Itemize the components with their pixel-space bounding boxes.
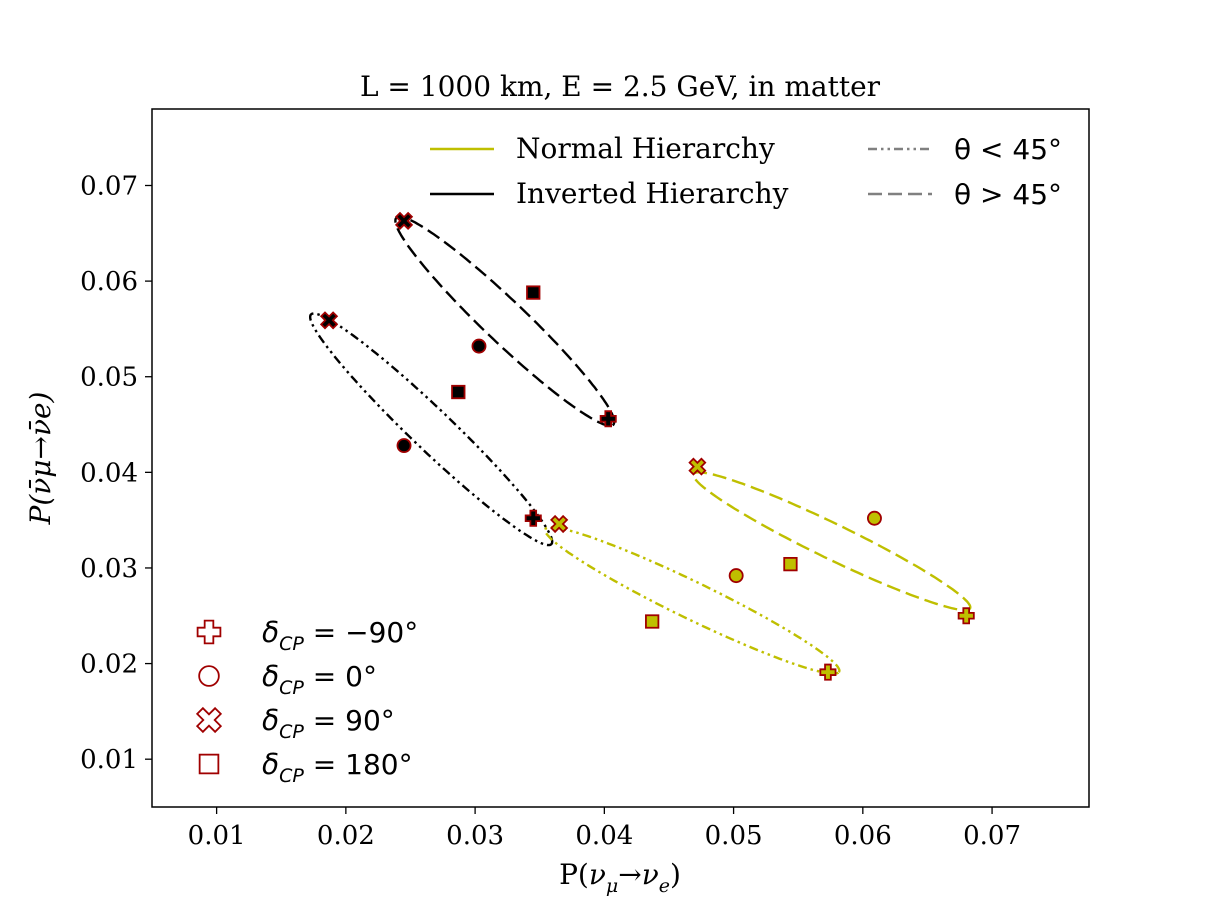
x-label-end: ) (670, 858, 681, 891)
y-tick-label: 0.07 (80, 171, 138, 201)
legend-theta: θ < 45° θ > 45° (868, 133, 1062, 211)
normal-hierarchy-curve (543, 526, 841, 675)
legend-hierarchy-label: Inverted Hierarchy (516, 177, 789, 210)
plus-marker (599, 410, 617, 428)
plot-frame (151, 108, 1090, 808)
plus-marker (957, 607, 975, 625)
x-tick-label: 0.04 (575, 821, 633, 851)
legend-hierarchy: Normal Hierarchy Inverted Hierarchy (430, 132, 789, 210)
x-label-sub2: e (659, 875, 670, 897)
legend-delta-label: δCP = −90° (262, 616, 418, 655)
x-label-nu2: ν (642, 858, 659, 891)
legend-hierarchy-label: Normal Hierarchy (516, 132, 775, 165)
legend-circle-marker (198, 665, 220, 687)
normal-hierarchy-curve (692, 471, 972, 612)
legend-plus-marker (196, 619, 222, 645)
x-tick-label: 0.06 (834, 821, 892, 851)
legend-delta-label: δCP = 90° (262, 704, 395, 743)
x-tick-label: 0.07 (963, 821, 1021, 851)
x-tick-label: 0.03 (446, 821, 504, 851)
y-tick-label: 0.03 (80, 554, 138, 584)
circle-marker (396, 438, 412, 454)
chart-title: L = 1000 km, E = 2.5 GeV, in matter (360, 70, 881, 103)
y-tick-label: 0.05 (80, 363, 138, 393)
inverted-hierarchy-curve (394, 215, 616, 427)
x-tick-label: 0.01 (188, 821, 246, 851)
circle-marker (866, 510, 882, 526)
legend-theta-label: θ < 45° (954, 133, 1062, 166)
inverted-hierarchy-curve (309, 312, 554, 547)
circle-marker (728, 568, 744, 584)
legend-delta-label: δCP = 180° (262, 748, 413, 787)
legend-delta-cp: δCP = −90° δCP = 0° δCP = 90° δCP = 180° (195, 616, 418, 787)
x-marker (550, 514, 569, 534)
x-axis-label: P(νμ→νe) (559, 858, 681, 897)
square-marker (783, 556, 798, 572)
y-axis-label: P(ν̄μ→ν̄e) (24, 392, 57, 526)
square-marker (526, 285, 541, 300)
y-tick-label: 0.04 (80, 458, 138, 488)
plus-marker (819, 663, 837, 681)
x-tick-label: 0.05 (705, 821, 763, 851)
y-tick-label: 0.01 (80, 745, 138, 775)
x-label-arrow: → (618, 858, 641, 891)
legend-square-marker (198, 753, 220, 775)
square-marker (451, 384, 466, 400)
x-axis-ticks: 0.01 0.02 0.03 0.04 0.05 0.06 0.07 (188, 807, 1021, 851)
circle-marker (471, 338, 487, 354)
x-marker (319, 311, 339, 330)
x-marker (394, 211, 414, 230)
legend-x-marker (195, 706, 223, 734)
legend-theta-label: θ > 45° (954, 178, 1062, 211)
y-tick-label: 0.02 (80, 650, 138, 680)
x-label-sub1: μ (606, 875, 618, 897)
legend-delta-label: δCP = 0° (262, 660, 377, 699)
y-tick-label: 0.06 (80, 267, 138, 297)
plus-marker (524, 509, 542, 527)
x-label-base: P( (559, 858, 589, 891)
x-label-nu1: ν (589, 858, 606, 891)
x-tick-label: 0.02 (317, 821, 375, 851)
data-markers (319, 211, 975, 681)
square-marker (645, 614, 660, 629)
y-axis-ticks: 0.01 0.02 0.03 0.04 0.05 0.06 0.07 (80, 171, 152, 775)
x-marker (688, 457, 707, 476)
